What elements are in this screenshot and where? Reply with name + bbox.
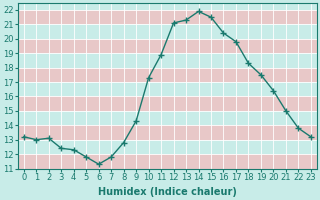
X-axis label: Humidex (Indice chaleur): Humidex (Indice chaleur) (98, 187, 237, 197)
Bar (18, 10, 317, 24)
Bar (18, 140, 317, 154)
Bar (18, 53, 317, 68)
Bar (18, 39, 317, 53)
Bar (18, 154, 317, 168)
Bar (18, 96, 317, 111)
Bar (18, 24, 317, 39)
Bar (18, 111, 317, 125)
Bar (18, 82, 317, 96)
Bar (18, 68, 317, 82)
Bar (18, 125, 317, 140)
